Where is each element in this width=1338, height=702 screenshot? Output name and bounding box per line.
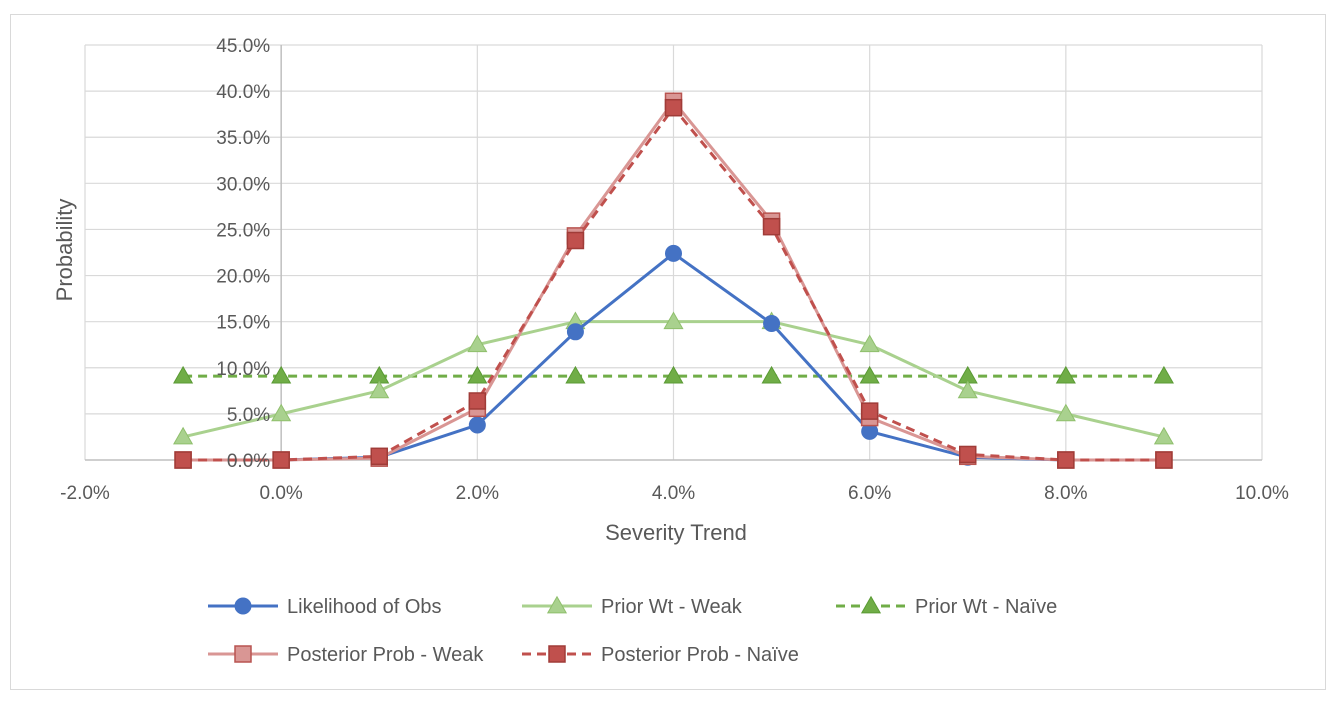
- data-point: [663, 311, 684, 330]
- data-point: [1055, 403, 1076, 422]
- y-tick-label: 5.0%: [227, 405, 270, 426]
- legend-item: Likelihood of Obs: [208, 596, 442, 618]
- legend-marker: [860, 595, 882, 614]
- data-point: [763, 315, 781, 333]
- y-tick-label: 45.0%: [216, 36, 270, 57]
- y-tick-label: 25.0%: [216, 220, 270, 241]
- data-point: [1057, 451, 1075, 469]
- data-point: [1153, 365, 1174, 384]
- data-point: [272, 451, 290, 469]
- legend-label: Likelihood of Obs: [287, 596, 442, 618]
- data-point: [468, 416, 486, 434]
- data-point: [467, 365, 488, 384]
- x-tick-label: -2.0%: [60, 483, 110, 504]
- tick-labels: -2.0% 0.0% 2.0% 4.0% 6.0% 8.0% 10.0% 0.0% 5.0% 10…: [60, 36, 1289, 504]
- series-1: [173, 311, 1174, 445]
- y-tick-label: 40.0%: [216, 82, 270, 103]
- data-point: [173, 365, 194, 384]
- legend-item: Prior Wt - Weak: [522, 595, 743, 618]
- data-point: [859, 365, 880, 384]
- data-point: [665, 244, 682, 262]
- data-point: [663, 365, 684, 384]
- x-tick-label: 8.0%: [1044, 483, 1087, 504]
- series-group: [173, 92, 1174, 469]
- y-axis-title: Probability: [52, 199, 77, 302]
- y-tick-label: 35.0%: [216, 128, 270, 149]
- data-point: [370, 447, 388, 466]
- x-tick-label: 4.0%: [652, 483, 695, 504]
- x-tick-label: 10.0%: [1235, 483, 1289, 504]
- data-point: [467, 334, 488, 353]
- y-tick-label: 20.0%: [216, 267, 270, 288]
- y-tick-label: 10.0%: [216, 359, 270, 380]
- legend: Likelihood of Obs Prior Wt - Weak Prior Wt…: [208, 595, 1057, 666]
- series-4: [174, 98, 1173, 469]
- data-point: [957, 380, 978, 399]
- legend-marker: [234, 645, 252, 663]
- x-tick-label: 2.0%: [456, 483, 499, 504]
- data-point: [959, 445, 977, 464]
- legend-marker: [548, 645, 566, 663]
- data-point: [1155, 451, 1173, 469]
- legend-item: Posterior Prob - Naïve: [522, 644, 799, 666]
- data-point: [1055, 365, 1076, 384]
- data-point: [1153, 426, 1174, 445]
- series-2: [173, 365, 1174, 384]
- legend-marker: [234, 597, 252, 615]
- y-tick-label: 30.0%: [216, 174, 270, 195]
- data-point: [271, 365, 292, 384]
- data-point: [369, 380, 390, 399]
- chart-frame: [10, 14, 1326, 690]
- legend-marker: [546, 595, 568, 614]
- legend-item: Prior Wt - Naïve: [836, 595, 1057, 618]
- y-tick-label: 0.0%: [227, 451, 270, 472]
- data-point: [174, 451, 192, 469]
- legend-label: Prior Wt - Naïve: [915, 596, 1057, 618]
- data-point: [664, 98, 683, 117]
- data-point: [173, 426, 194, 445]
- data-point: [565, 365, 586, 384]
- legend-item: Posterior Prob - Weak: [208, 644, 484, 666]
- data-point: [957, 365, 978, 384]
- data-point: [761, 365, 782, 384]
- x-axis-title: Severity Trend: [605, 520, 747, 545]
- legend-label: Posterior Prob - Weak: [287, 644, 484, 666]
- y-tick-label: 15.0%: [216, 313, 270, 334]
- data-point: [860, 402, 879, 420]
- x-tick-label: 0.0%: [260, 483, 303, 504]
- legend-label: Prior Wt - Weak: [601, 596, 743, 618]
- legend-label: Posterior Prob - Naïve: [601, 644, 799, 666]
- data-point: [566, 231, 585, 250]
- data-point: [271, 403, 292, 422]
- data-point: [859, 334, 880, 353]
- x-tick-label: 6.0%: [848, 483, 891, 504]
- data-point: [468, 392, 487, 410]
- data-point: [762, 217, 781, 236]
- data-point: [566, 323, 584, 341]
